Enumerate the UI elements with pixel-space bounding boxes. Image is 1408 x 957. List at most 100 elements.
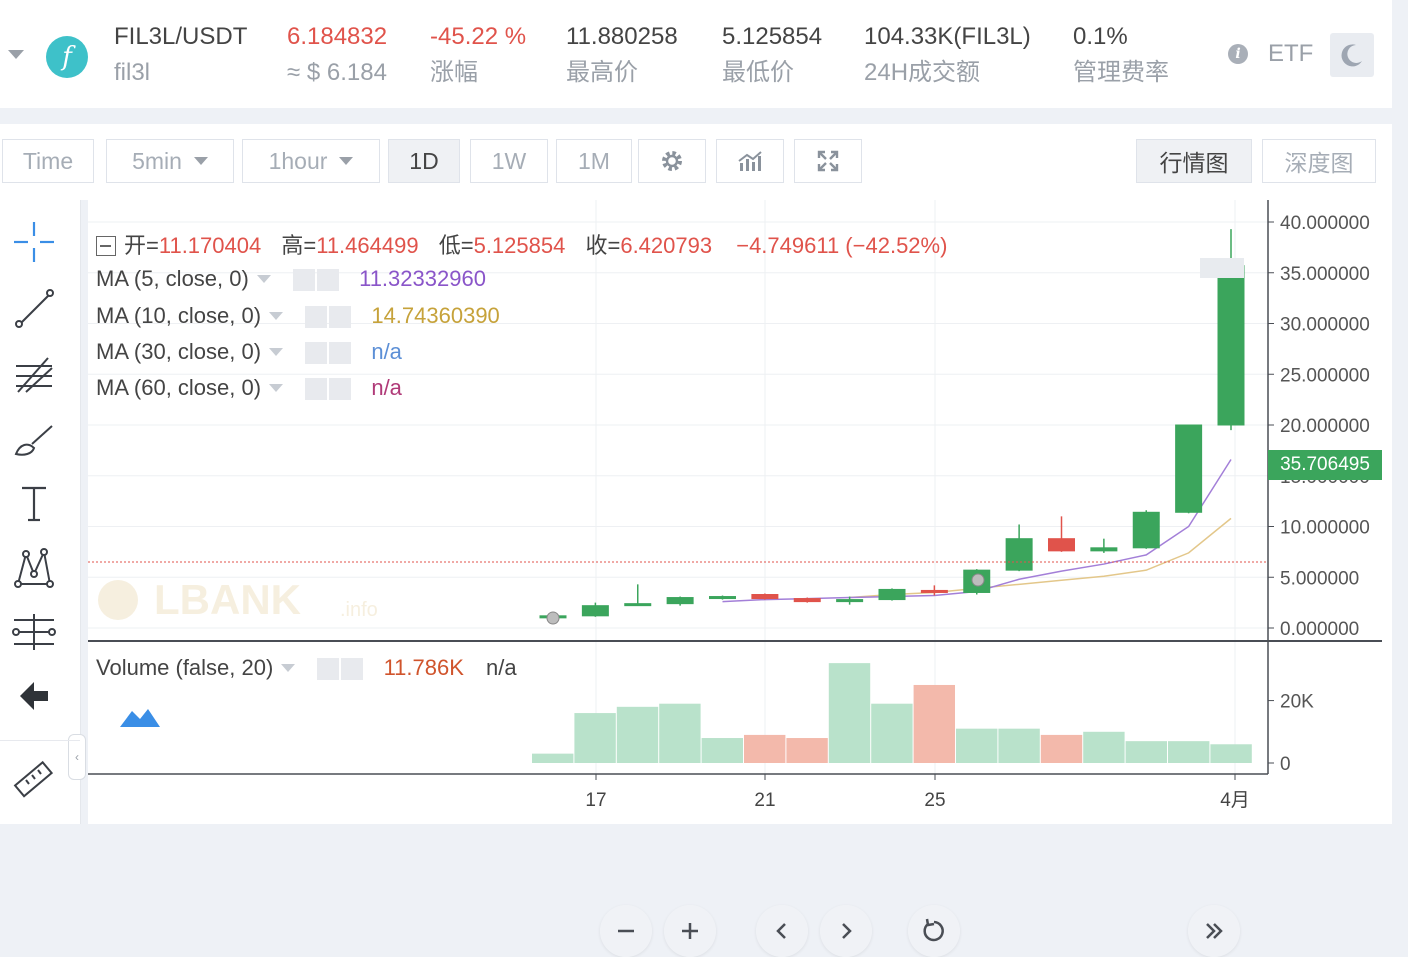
high-price: 11.880258 [566, 23, 678, 50]
interval-minute-select[interactable]: 5min [106, 139, 234, 183]
ma10-settings-icon[interactable] [305, 306, 328, 329]
management-fee: 0.1% [1073, 23, 1128, 50]
chevron-down-icon[interactable] [256, 275, 271, 283]
interval-1w-button[interactable]: 1W [470, 139, 548, 183]
measure-tool[interactable] [10, 608, 58, 656]
ruler-icon [13, 760, 54, 798]
x-tick-label: 17 [585, 790, 606, 811]
ma30-legend[interactable]: MA (30, close, 0) n/a [96, 339, 402, 365]
ma30-settings-icon[interactable] [305, 342, 328, 365]
watermark-text: LBANK [154, 576, 301, 623]
time-button[interactable]: Time [2, 139, 94, 183]
collapse-legend-icon[interactable] [96, 236, 116, 256]
zoom-in-button[interactable] [664, 905, 716, 957]
high-price-label: 最高价 [566, 59, 638, 86]
ma60-settings-icon[interactable] [305, 378, 328, 401]
volume-bar [1168, 741, 1210, 763]
y-tick-label: 30.000000 [1280, 315, 1370, 336]
x-tick-label: 25 [924, 790, 945, 811]
ma30-close-icon[interactable] [329, 342, 352, 365]
trend-line-tool[interactable] [10, 284, 58, 332]
chevron-down-icon[interactable] [281, 664, 296, 672]
candle-body [1132, 511, 1160, 549]
event-marker[interactable] [971, 573, 985, 587]
volume-bar [659, 703, 701, 763]
volume-settings-icon[interactable] [317, 658, 340, 681]
settings-button[interactable] [638, 139, 706, 183]
tab-depth-chart[interactable]: 深度图 [1262, 139, 1376, 183]
scroll-right-button[interactable] [820, 905, 872, 957]
chevron-down-icon[interactable] [269, 348, 284, 356]
candlestick-chart[interactable]: LBANK .info 40.000000 35.000000 30.000000 2… [88, 200, 1392, 824]
ma60-close-icon[interactable] [329, 378, 352, 401]
drawing-toolbar: ‹ [0, 200, 86, 824]
ma5-close-icon[interactable] [316, 269, 339, 292]
chevron-down-icon[interactable] [269, 312, 284, 320]
ma10-value: 14.74360390 [371, 303, 500, 328]
coin-logo: f [46, 36, 88, 78]
low-price: 5.125854 [722, 23, 823, 50]
plus-icon [682, 923, 698, 939]
volume-legend[interactable]: Volume (false, 20) 11.786K n/a [96, 655, 517, 681]
fib-tool[interactable] [10, 350, 58, 398]
event-marker[interactable] [546, 611, 560, 625]
brush-tool[interactable] [10, 416, 58, 464]
watermark-subtext: .info [340, 599, 378, 621]
ohlc-low: 5.125854 [473, 233, 566, 258]
ruler-tool[interactable] [10, 756, 58, 804]
arrow-left-icon [20, 682, 48, 710]
fullscreen-button[interactable] [794, 139, 862, 183]
volume-bar [956, 728, 998, 763]
pair-subname: fil3l [114, 59, 151, 86]
ma10-legend[interactable]: MA (10, close, 0) 14.74360390 [96, 303, 500, 329]
tab-market-chart[interactable]: 行情图 [1136, 139, 1252, 183]
ohlc-low-label: 低= [438, 233, 474, 258]
interval-1d-button[interactable]: 1D [388, 139, 460, 183]
pattern-tool[interactable] [10, 544, 58, 592]
scroll-left-button[interactable] [756, 905, 808, 957]
candle-body [920, 589, 948, 593]
chevron-right-icon [842, 923, 852, 939]
gear-icon [662, 151, 682, 171]
ma5-settings-icon[interactable] [292, 269, 315, 292]
ma60-legend[interactable]: MA (60, close, 0) n/a [96, 375, 402, 401]
trend-line-icon [15, 289, 54, 328]
y-tick-label: 40.000000 [1280, 213, 1370, 234]
text-tool[interactable] [10, 480, 58, 528]
interval-minute-label: 5min [132, 147, 182, 174]
scale-buttons[interactable] [1200, 258, 1244, 278]
volume-bar [786, 738, 828, 763]
zoom-out-button[interactable] [600, 905, 652, 957]
crosshair-tool[interactable] [10, 218, 58, 266]
chevron-down-icon[interactable] [269, 384, 284, 392]
volume-close-icon[interactable] [341, 658, 364, 681]
volume-bar [1083, 731, 1125, 763]
low-price-label: 最低价 [722, 59, 794, 86]
interval-hour-label: 1hour [268, 147, 328, 174]
info-icon[interactable]: i [1228, 44, 1248, 64]
interval-hour-select[interactable]: 1hour [242, 139, 380, 183]
candle-body [1005, 538, 1033, 571]
chart-area[interactable]: LBANK .info 40.000000 35.000000 30.000000 2… [88, 200, 1392, 957]
ma10-close-icon[interactable] [329, 306, 352, 329]
expand-arrow-icon[interactable] [8, 50, 24, 59]
chevron-left-icon: ‹ [75, 750, 79, 764]
text-icon [22, 486, 46, 522]
volume-bar [1040, 734, 1083, 763]
reset-chart-button[interactable] [908, 905, 960, 957]
price-change: -45.22 % [430, 23, 527, 50]
ma5-legend[interactable]: MA (5, close, 0) 11.32332960 [96, 266, 486, 292]
volume-value: 11.786K [383, 655, 464, 680]
indicators-button[interactable] [716, 139, 784, 183]
collapse-sidebar-button[interactable]: ‹ [68, 734, 86, 780]
ohlc-change: −4.749611 (−42.52%) [736, 233, 948, 258]
candle-body [1175, 424, 1203, 513]
candle-body [581, 605, 609, 617]
scroll-to-latest-button[interactable] [1188, 905, 1240, 957]
y-tick-label: 25.000000 [1280, 365, 1370, 386]
interval-1m-button[interactable]: 1M [556, 139, 632, 183]
theme-toggle-button[interactable] [1330, 33, 1374, 77]
pair-block[interactable]: FIL3L/USDT fil3l [114, 22, 247, 88]
back-tool[interactable] [10, 672, 58, 720]
tradingview-logo-icon[interactable] [118, 705, 162, 731]
